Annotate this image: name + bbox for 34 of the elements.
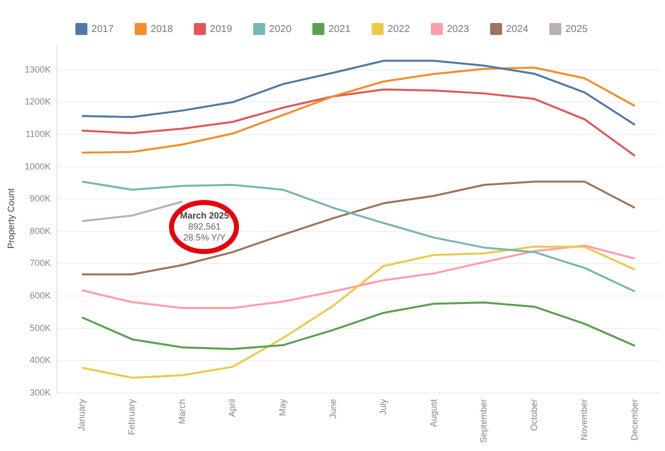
legend-label: 2020 [269,24,292,35]
y-tick-label: 800K [30,226,51,236]
legend-label: 2022 [388,24,410,35]
legend-label: 2017 [91,24,114,35]
legend-label: 2025 [565,24,588,35]
x-tick-label: January [76,398,86,432]
y-tick-label: 500K [30,322,51,333]
x-tick-label: September [478,398,489,444]
x-tick-label: December [629,398,640,440]
y-tick-label: 400K [30,355,51,366]
y-tick-label: 900K [30,194,51,204]
legend-label: 2019 [210,24,233,35]
y-axis-title: Property Count [6,188,16,249]
legend-label: 2023 [446,24,470,35]
y-tick-label: 700K [30,258,51,268]
y-tick-label: 1000K [24,161,51,172]
x-tick-label: May [278,398,288,416]
annotation: March 2025 892,561 28.5% Y/Y [180,210,229,242]
x-tick-label: July [378,398,388,415]
y-tick-label: 1200K [24,96,51,107]
legend-label: 2024 [506,24,529,35]
x-tick-label: April [227,398,238,417]
x-tick-label: November [579,398,590,440]
y-tick-label: 600K [30,290,51,301]
x-tick-label: February [126,398,137,435]
legend-label: 2021 [328,24,352,35]
x-tick-label: March [176,398,187,424]
y-tick-label: 1100K [25,128,51,139]
y-tick-label: 1300K [24,64,51,74]
x-tick-label: August [428,398,438,428]
x-tick-label: October [528,398,539,431]
x-tick-label: June [328,398,338,419]
legend-label: 2018 [150,24,174,35]
y-tick-label: 300K [30,387,51,398]
